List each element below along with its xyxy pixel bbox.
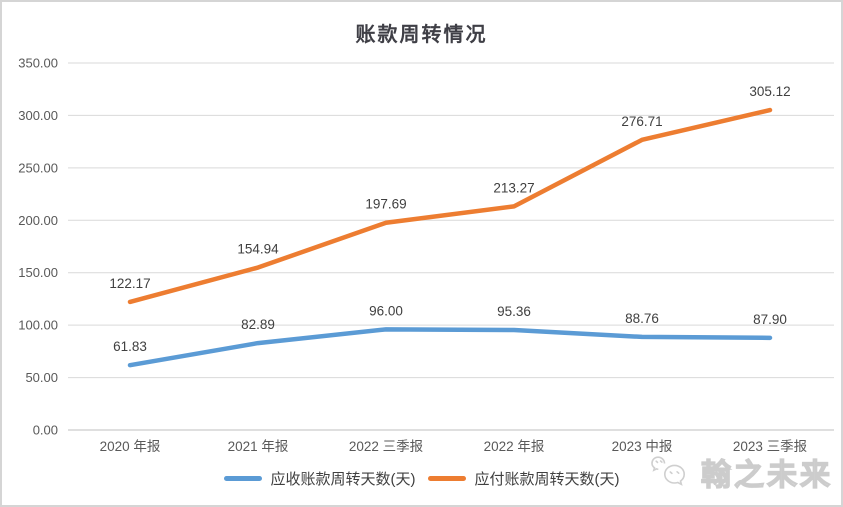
y-tick-label: 300.00 bbox=[18, 108, 58, 123]
x-axis-label: 2023 三季报 bbox=[733, 439, 807, 454]
legend-item-receivable-days[interactable]: 应收账款周转天数(天) bbox=[223, 468, 416, 489]
data-label: 197.69 bbox=[365, 197, 406, 212]
chart-title: 账款周转情况 bbox=[355, 24, 488, 46]
series-line-0[interactable] bbox=[127, 327, 773, 368]
data-label: 276.71 bbox=[621, 114, 662, 129]
data-label: 82.89 bbox=[241, 317, 275, 332]
y-tick-label: 100.00 bbox=[18, 318, 58, 333]
x-axis-label: 2020 年报 bbox=[100, 439, 161, 454]
data-label: 87.90 bbox=[753, 312, 787, 327]
data-label: 154.94 bbox=[237, 242, 279, 257]
y-tick-label: 350.00 bbox=[18, 56, 58, 71]
y-tick-label: 50.00 bbox=[25, 370, 58, 385]
data-label: 95.36 bbox=[497, 304, 531, 319]
y-tick-label: 150.00 bbox=[18, 265, 58, 280]
legend-label-receivable-days: 应收账款周转天数(天) bbox=[270, 471, 416, 488]
series-line-1[interactable] bbox=[127, 107, 773, 305]
y-tick-label: 250.00 bbox=[18, 160, 58, 175]
legend-swatch-blue-line bbox=[223, 476, 262, 481]
y-tick-label: 200.00 bbox=[18, 213, 58, 228]
line-chart: 0.00 50.00 100.00 150.00 200.00 250.00 300.00 3… bbox=[18, 56, 834, 454]
data-label: 96.00 bbox=[369, 303, 403, 318]
legend-swatch-orange-line bbox=[427, 476, 466, 481]
data-label: 88.76 bbox=[625, 311, 659, 326]
data-label: 61.83 bbox=[113, 339, 147, 354]
legend-item-payable-days[interactable]: 应付账款周转天数(天) bbox=[427, 468, 620, 489]
legend-label-payable-days: 应付账款周转天数(天) bbox=[474, 471, 620, 488]
x-axis-label: 2022 年报 bbox=[484, 439, 545, 454]
x-axis-label: 2023 中报 bbox=[612, 439, 673, 454]
legend: 应收账款周转天数(天) 应付账款周转天数(天) bbox=[2, 468, 841, 489]
x-axis-label: 2022 三季报 bbox=[349, 439, 423, 454]
data-label: 213.27 bbox=[493, 180, 534, 195]
data-label: 122.17 bbox=[109, 276, 150, 291]
data-label: 305.12 bbox=[749, 84, 790, 99]
x-axis-label: 2021 年报 bbox=[228, 439, 289, 454]
y-tick-label: 0.00 bbox=[33, 423, 58, 438]
